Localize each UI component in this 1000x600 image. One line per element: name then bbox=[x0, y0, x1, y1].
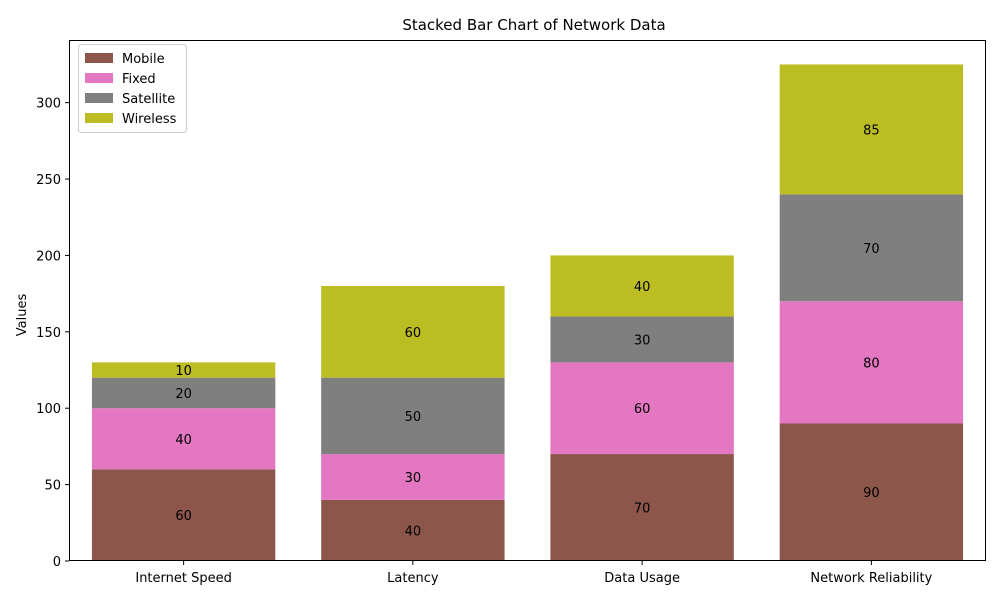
x-tick-label-3: Network Reliability bbox=[810, 571, 932, 586]
data-label-mobile-0: 60 bbox=[175, 509, 192, 524]
axes-group: Internet Speed Latency Data Usage Network R… bbox=[36, 40, 986, 586]
data-label-satellite-0: 20 bbox=[175, 387, 192, 402]
y-tick-label-2: 100 bbox=[36, 402, 61, 417]
data-label-mobile-2: 70 bbox=[634, 502, 651, 517]
x-tick-label-0: Internet Speed bbox=[135, 571, 232, 586]
data-label-fixed-1: 30 bbox=[405, 471, 422, 486]
legend-swatch-mobile bbox=[85, 53, 113, 63]
bar-satellite-0 bbox=[91, 377, 276, 409]
legend-box bbox=[78, 44, 187, 133]
bar-fixed-2 bbox=[550, 362, 734, 455]
chart-title: Stacked Bar Chart of Network Data bbox=[402, 16, 665, 34]
y-tick-label-1: 50 bbox=[44, 479, 61, 494]
bar-satellite-3 bbox=[779, 194, 964, 302]
bar-mobile-3 bbox=[779, 423, 964, 561]
legend-label-wireless: Wireless bbox=[122, 112, 177, 127]
bar-fixed-1 bbox=[321, 454, 505, 500]
legend-swatch-fixed bbox=[85, 73, 113, 83]
bar-mobile-2 bbox=[550, 454, 734, 561]
bar-satellite-1 bbox=[321, 377, 505, 455]
data-label-fixed-0: 40 bbox=[175, 433, 192, 448]
data-label-satellite-3: 70 bbox=[863, 242, 880, 257]
bar-wireless-0 bbox=[91, 362, 276, 378]
y-tick-label-3: 150 bbox=[36, 326, 61, 341]
bar-wireless-3 bbox=[779, 64, 964, 195]
bar-mobile-1 bbox=[321, 499, 505, 561]
legend-label-mobile: Mobile bbox=[122, 52, 165, 67]
data-label-fixed-2: 60 bbox=[634, 402, 651, 417]
y-tick-label-0: 0 bbox=[53, 555, 61, 570]
data-label-mobile-3: 90 bbox=[863, 486, 880, 501]
data-label-wireless-3: 85 bbox=[863, 123, 880, 138]
x-tick-label-1: Latency bbox=[387, 571, 439, 586]
y-tick-label-4: 200 bbox=[36, 249, 61, 264]
y-axis-label: Values bbox=[15, 294, 30, 337]
bar-satellite-2 bbox=[550, 316, 734, 363]
data-label-wireless-0: 10 bbox=[175, 364, 192, 379]
data-label-wireless-1: 60 bbox=[405, 326, 422, 341]
y-tick-label-6: 300 bbox=[36, 97, 61, 112]
data-label-satellite-1: 50 bbox=[405, 410, 422, 425]
data-label-satellite-2: 30 bbox=[634, 333, 651, 348]
legend-swatch-wireless bbox=[85, 113, 113, 123]
legend-label-satellite: Satellite bbox=[122, 92, 175, 107]
x-tick-label-2: Data Usage bbox=[604, 571, 680, 586]
bar-wireless-2 bbox=[550, 255, 734, 317]
bars-group: 60 40 20 10 40 30 50 60 70 60 30 40 90 80 70 85 bbox=[91, 64, 964, 561]
bar-fixed-3 bbox=[779, 301, 964, 424]
legend-swatch-satellite bbox=[85, 93, 113, 103]
bar-wireless-1 bbox=[321, 285, 505, 378]
plot-frame bbox=[69, 40, 986, 561]
data-label-wireless-2: 40 bbox=[634, 280, 651, 295]
legend: Mobile Fixed Satellite Wireless bbox=[78, 44, 187, 133]
data-label-fixed-3: 80 bbox=[863, 356, 880, 371]
legend-label-fixed: Fixed bbox=[122, 72, 156, 87]
bar-mobile-0 bbox=[91, 469, 276, 561]
bar-fixed-0 bbox=[91, 408, 276, 470]
data-label-mobile-1: 40 bbox=[405, 524, 422, 539]
y-tick-label-5: 250 bbox=[36, 173, 61, 188]
